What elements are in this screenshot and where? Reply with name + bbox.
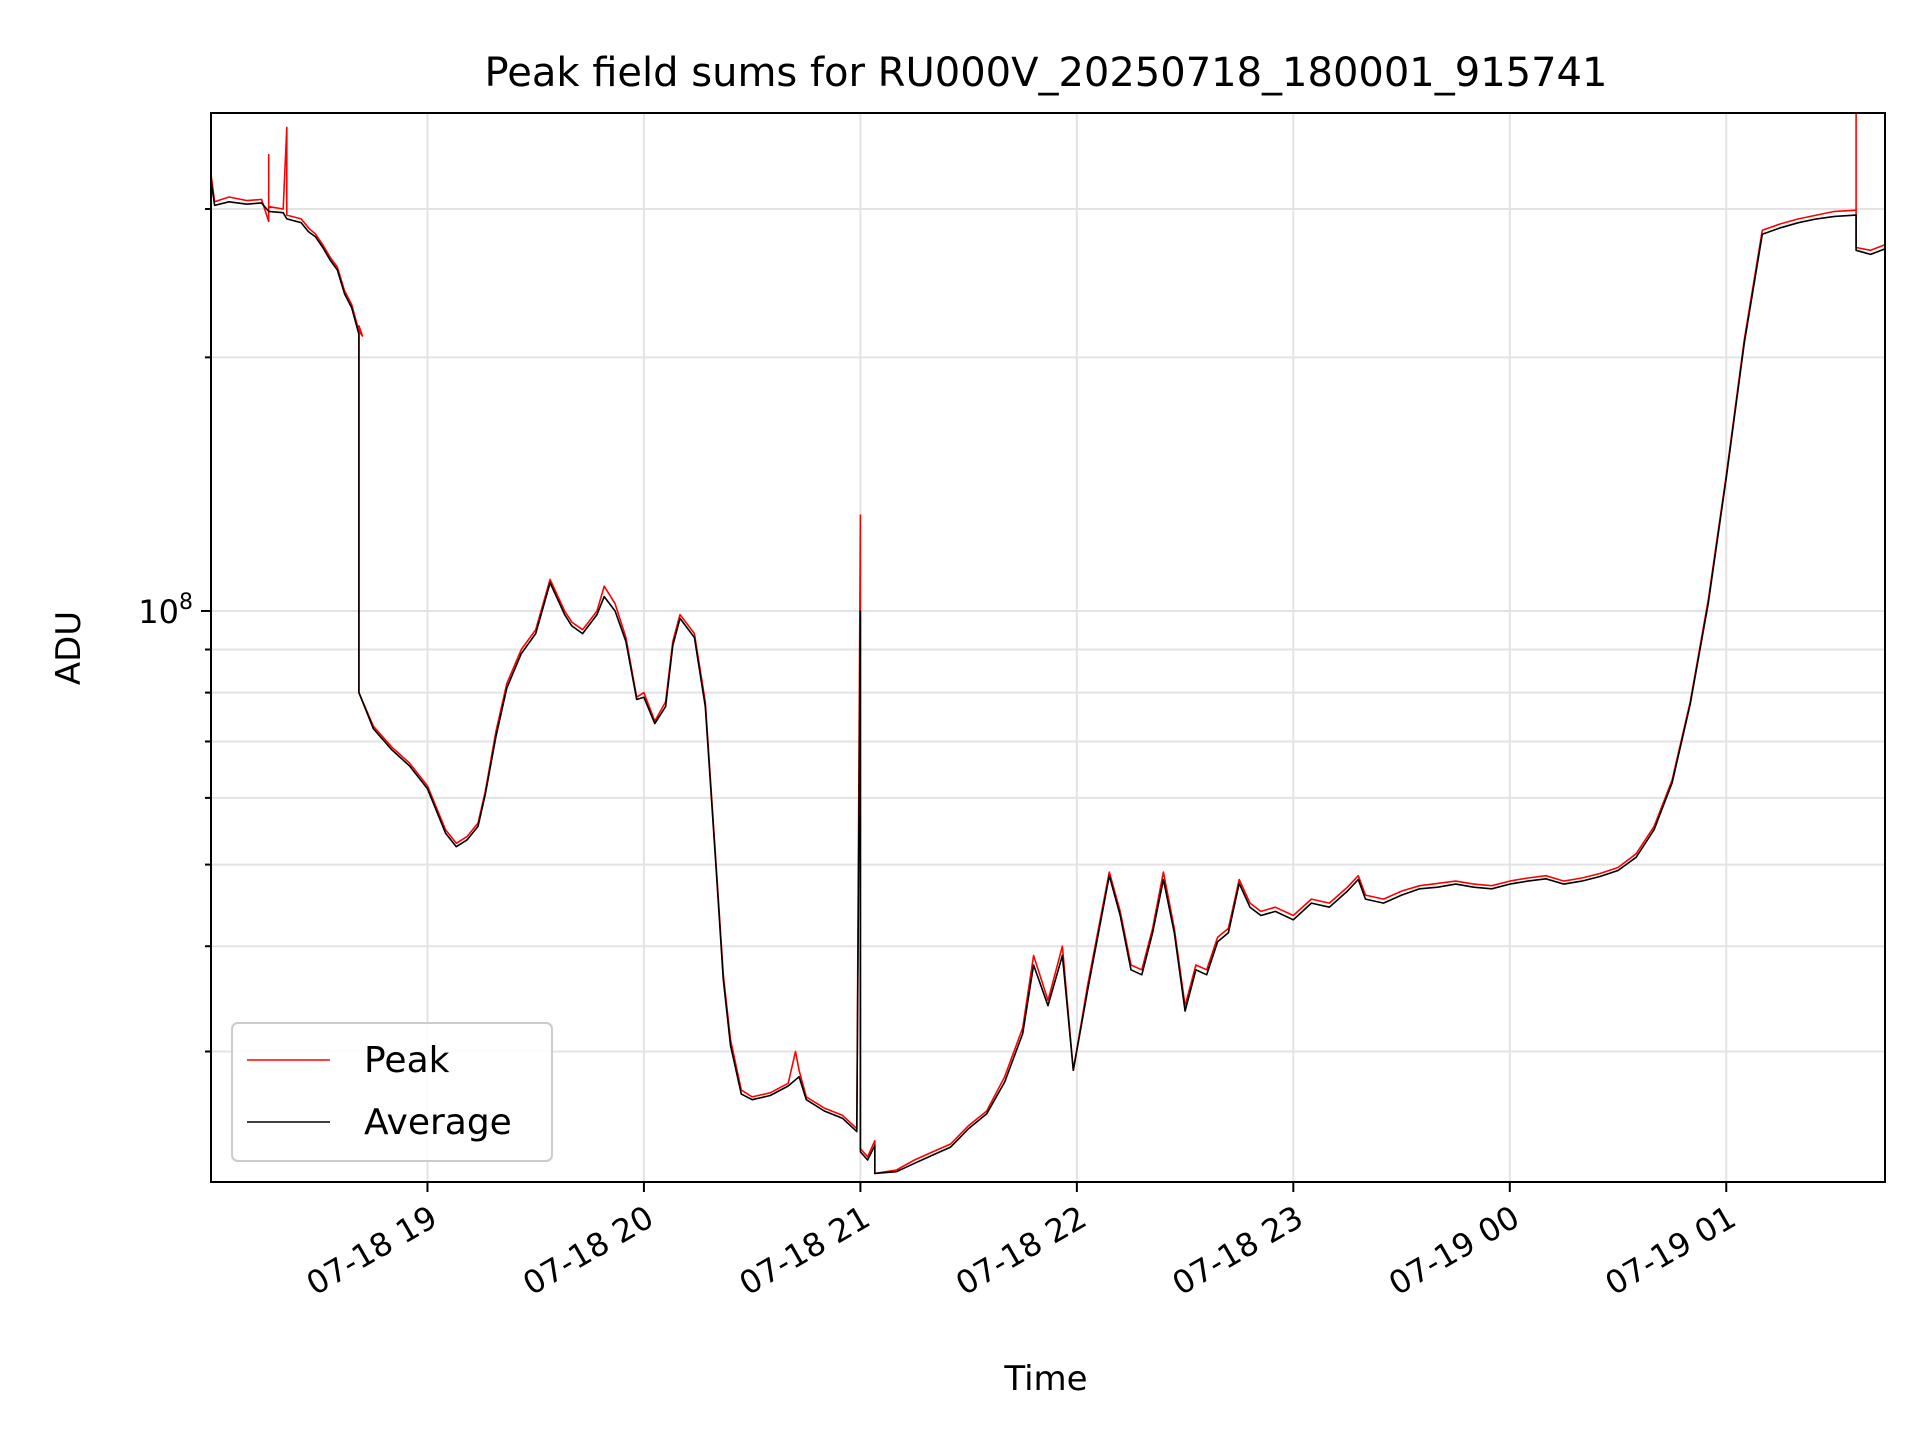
series-line-average <box>210 179 1886 1175</box>
y-tick-label-base: 10 <box>138 593 179 631</box>
x-axis-title: Time <box>1003 1359 1087 1399</box>
plot-frame <box>210 112 1886 1183</box>
y-tick-label: 108 <box>138 590 193 631</box>
legend-box <box>231 1022 553 1162</box>
chart-title: Peak field sums for RU000V_20250718_1800… <box>485 50 1608 96</box>
legend-label-average: Average <box>364 1102 512 1143</box>
legend: Peak Average <box>231 1022 553 1162</box>
series-lines <box>210 112 1886 1175</box>
y-axis-title: ADU <box>49 611 89 685</box>
legend-label-peak: Peak <box>364 1040 450 1081</box>
grid <box>211 113 1885 1182</box>
y-tick-label-exponent: 8 <box>179 590 193 615</box>
